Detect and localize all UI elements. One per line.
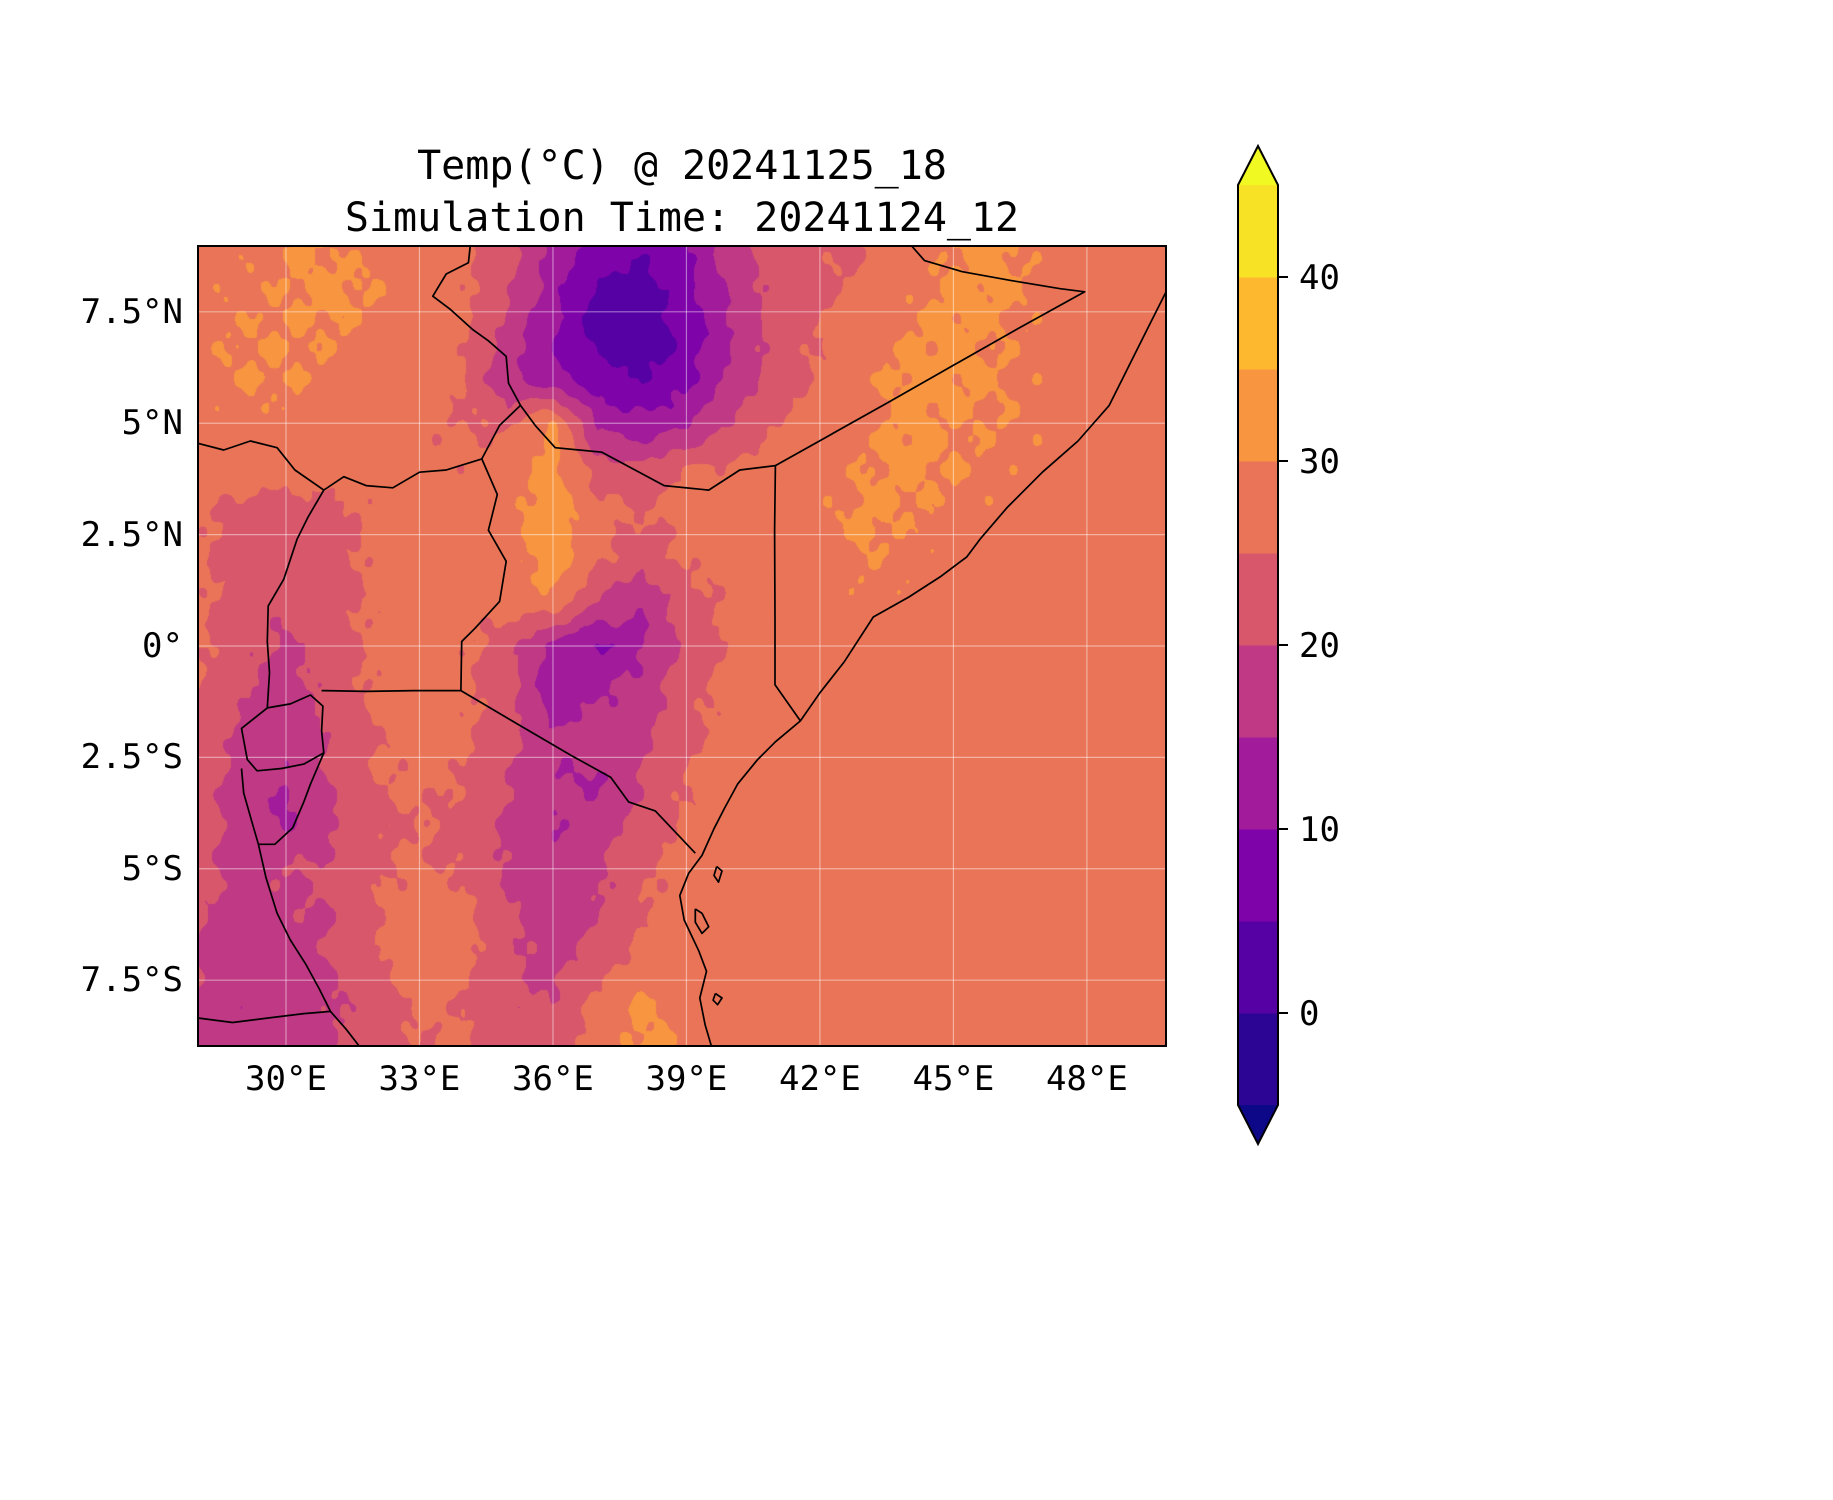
y-tick-label: 2.5°N xyxy=(80,514,183,555)
map-overlay xyxy=(197,245,1167,1047)
colorbar-band xyxy=(1238,185,1278,278)
border-line xyxy=(694,908,710,935)
graticule-gridlines xyxy=(197,245,1167,1047)
border-line xyxy=(197,440,325,708)
colorbar-band xyxy=(1238,277,1278,370)
border-line xyxy=(460,689,696,854)
y-tick-label: 0° xyxy=(142,626,183,666)
border-line xyxy=(460,458,508,691)
border-line xyxy=(323,404,522,491)
colorbar-tick-label: 40 xyxy=(1299,258,1340,298)
x-tick-label: 30°E xyxy=(245,1059,327,1099)
border-line xyxy=(197,1010,331,1024)
border-line xyxy=(431,245,522,406)
colorbar-tick-label: 30 xyxy=(1299,442,1340,482)
colorbar-tick-label: 20 xyxy=(1299,626,1340,666)
colorbar-band xyxy=(1238,829,1278,922)
colorbar-band xyxy=(1238,553,1278,646)
border-line xyxy=(240,694,325,772)
colorbar-band xyxy=(1238,1013,1278,1106)
y-tick-label: 7.5°S xyxy=(80,960,183,1001)
x-tick-label: 33°E xyxy=(378,1059,461,1099)
y-tick-label: 2.5°S xyxy=(80,737,183,778)
x-tick-label: 39°E xyxy=(645,1059,728,1099)
border-line xyxy=(774,245,1086,467)
colorbar-tick-label: 0 xyxy=(1299,994,1319,1034)
colorbar-band xyxy=(1238,645,1278,738)
x-tick-label: 42°E xyxy=(778,1059,861,1099)
border-line xyxy=(321,689,461,693)
title-line-2: Simulation Time: 20241124_12 xyxy=(344,195,1020,241)
border-line xyxy=(713,865,723,883)
colorbar-band xyxy=(1238,921,1278,1014)
border-line xyxy=(773,465,802,722)
y-tick-label: 5°S xyxy=(121,848,183,889)
border-line xyxy=(257,844,361,1047)
temperature-heatmap-canvas xyxy=(197,245,1167,1047)
country-borders xyxy=(197,245,1167,1047)
colorbar-outline xyxy=(1237,143,1279,1147)
border-line xyxy=(678,291,1167,1047)
y-tick-label: 7.5°N xyxy=(80,291,183,332)
colorbar-under-arrow xyxy=(1238,1105,1278,1144)
colorbar-band xyxy=(1238,369,1278,462)
plot-frame xyxy=(197,245,1167,1047)
figure-title: Temp(°C) @ 20241125_18 Simulation Time: … xyxy=(197,140,1167,244)
colorbar-band xyxy=(1238,737,1278,830)
colorbar-tick-label: 10 xyxy=(1299,810,1340,850)
colorbar: 40 30 20 10 0 xyxy=(1237,143,1340,1147)
map-plot-area xyxy=(197,245,1167,1047)
colorbar-over-arrow xyxy=(1238,146,1278,185)
x-tick-label: 36°E xyxy=(512,1059,594,1099)
y-tick-label: 5°N xyxy=(121,403,183,444)
border-line xyxy=(519,404,776,491)
title-line-1: Temp(°C) @ 20241125_18 xyxy=(417,143,947,189)
x-tick-label: 45°E xyxy=(912,1059,995,1099)
x-tick-label: 48°E xyxy=(1045,1059,1128,1099)
colorbar-band xyxy=(1238,461,1278,554)
border-line xyxy=(712,992,723,1006)
border-line xyxy=(240,752,325,846)
